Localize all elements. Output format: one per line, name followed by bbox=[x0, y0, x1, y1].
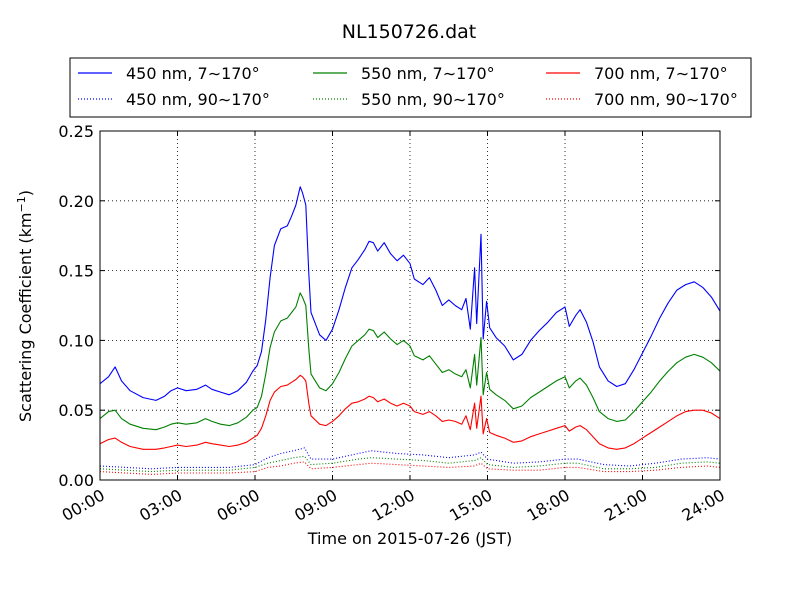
legend-label: 550 nm, 90∼170° bbox=[361, 90, 505, 109]
x-tick-label: 24:00 bbox=[679, 485, 728, 525]
y-axis-title-main: Scattering Coefficient (km bbox=[16, 212, 35, 422]
legend: 450 nm, 7∼170° 550 nm, 7∼170° 700 nm, 7∼17… bbox=[69, 57, 752, 118]
legend-label: 550 nm, 7∼170° bbox=[361, 64, 495, 83]
y-axis-title-exponent: −1 bbox=[15, 196, 28, 212]
legend-label: 700 nm, 90∼170° bbox=[594, 90, 738, 109]
legend-label: 700 nm, 7∼170° bbox=[594, 64, 728, 83]
y-tick-label: 0.10 bbox=[58, 331, 94, 350]
y-axis-title: Scattering Coefficient (km−1) bbox=[15, 190, 35, 422]
x-tick-label: 03:00 bbox=[136, 485, 185, 525]
chart-title: NL150726.dat bbox=[342, 21, 477, 43]
gridlines bbox=[99, 130, 721, 481]
x-tick-label: 09:00 bbox=[291, 485, 340, 525]
x-tick-label: 15:00 bbox=[446, 485, 495, 525]
series-line-dotted-5 bbox=[99, 461, 721, 475]
series-line-solid-2 bbox=[99, 374, 721, 450]
series-line-dotted-3 bbox=[99, 447, 721, 470]
legend-frame bbox=[69, 57, 752, 118]
y-tick-label: 0.15 bbox=[58, 262, 94, 281]
y-tick-label: 0.20 bbox=[58, 192, 94, 211]
y-tick-label: 0.25 bbox=[58, 122, 94, 141]
x-tick-label: 06:00 bbox=[214, 485, 263, 525]
series-line-solid-1 bbox=[99, 292, 721, 431]
x-axis-title: Time on 2015-07-26 (JST) bbox=[307, 529, 512, 548]
y-axis-title-close: ) bbox=[16, 190, 35, 196]
series-line-solid-0 bbox=[99, 186, 721, 401]
plot-series bbox=[99, 186, 721, 475]
series-line-dotted-4 bbox=[99, 455, 721, 473]
x-tick-label: 12:00 bbox=[369, 485, 418, 525]
x-tick-label: 21:00 bbox=[601, 485, 650, 525]
legend-label: 450 nm, 90∼170° bbox=[126, 90, 270, 109]
x-tick-label: 18:00 bbox=[524, 485, 573, 525]
y-tick-label: 0.00 bbox=[58, 471, 94, 490]
y-tick-label: 0.05 bbox=[58, 401, 94, 420]
x-tick-label: 00:00 bbox=[59, 485, 108, 525]
legend-label: 450 nm, 7∼170° bbox=[126, 64, 260, 83]
y-axis: 0.00 0.05 0.10 0.15 0.20 0.25 bbox=[58, 122, 720, 490]
